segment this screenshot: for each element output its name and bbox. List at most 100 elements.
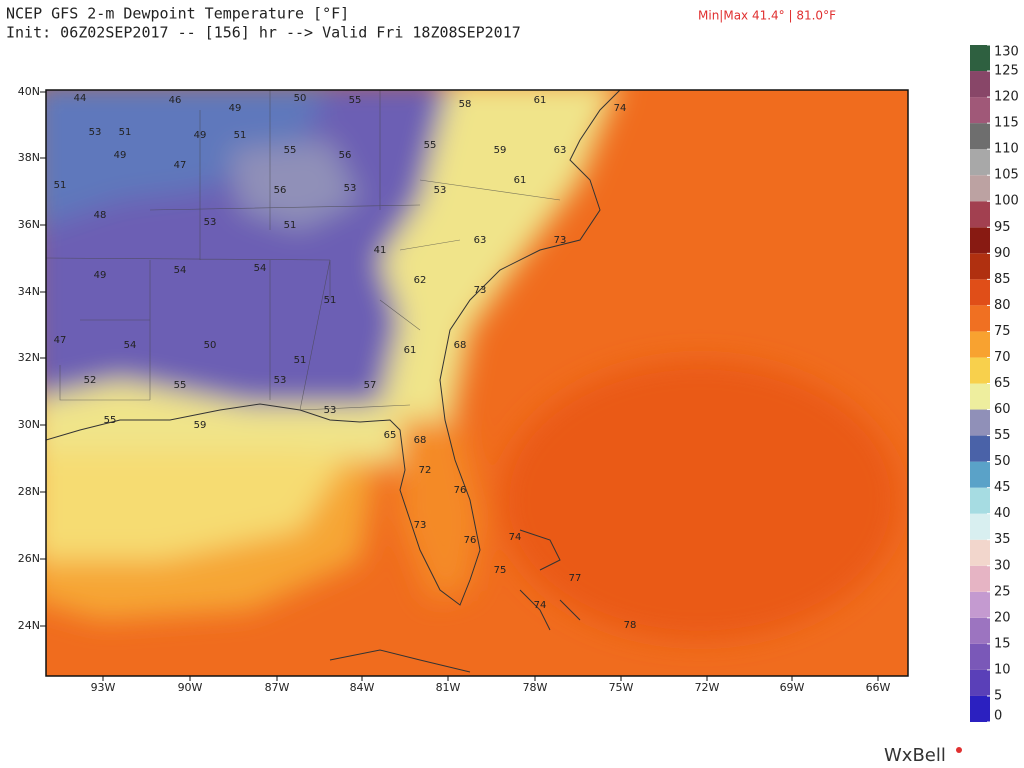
- field: [500, 360, 900, 640]
- colorbar-segment: [970, 539, 990, 566]
- station-value: 53: [274, 375, 287, 386]
- station-value: 51: [294, 355, 307, 366]
- coastline: [46, 90, 621, 673]
- colorbar-label: 105: [994, 168, 1019, 183]
- colorbar-label: 15: [994, 636, 1011, 651]
- station-value: 56: [339, 150, 352, 161]
- station-value: 55: [174, 380, 187, 391]
- colorbar-segment: [970, 123, 990, 150]
- station-value: 68: [414, 435, 427, 446]
- colorbar-segment: [970, 617, 990, 644]
- colorbar-label: 125: [994, 64, 1019, 79]
- colorbar-label: 75: [994, 324, 1011, 339]
- colorbar-label: 10: [994, 662, 1011, 677]
- station-value: 46: [169, 95, 182, 106]
- colorbar-segment: [970, 695, 990, 722]
- lon-label: 66W: [866, 681, 891, 694]
- lon-label: 75W: [609, 681, 634, 694]
- coast: [46, 90, 621, 606]
- station-value: 63: [474, 235, 487, 246]
- field: [46, 420, 350, 560]
- station-value: 61: [534, 95, 547, 106]
- station-value: 61: [404, 345, 417, 356]
- lon-label: 93W: [91, 681, 116, 694]
- colorbar-segment: [970, 175, 990, 202]
- station-value: 49: [94, 270, 107, 281]
- field-layers: [46, 90, 900, 640]
- colorbar-segment: [970, 643, 990, 670]
- lat-label: 36N: [18, 218, 40, 231]
- colorbar-label: 40: [994, 506, 1011, 521]
- station-value: 53: [89, 127, 102, 138]
- colorbar-segment: [970, 591, 990, 618]
- colorbar-segment: [970, 565, 990, 592]
- station-value: 54: [124, 340, 137, 351]
- colorbar-label: 95: [994, 220, 1011, 235]
- station-value: 58: [459, 99, 472, 110]
- colorbar-label: 25: [994, 584, 1011, 599]
- colorbar-label: 35: [994, 532, 1011, 547]
- colorbar-segment: [970, 669, 990, 696]
- station-value: 75: [494, 565, 507, 576]
- station-value: 48: [94, 210, 107, 221]
- station-value: 51: [324, 295, 337, 306]
- colorbar-label: 55: [994, 428, 1011, 443]
- title: NCEP GFS 2-m Dewpoint Temperature [°F]: [6, 5, 349, 23]
- colorbar-segment: [970, 461, 990, 488]
- station-value: 51: [284, 220, 297, 231]
- colorbar-label: 60: [994, 402, 1011, 417]
- state-lines: [46, 90, 561, 411]
- station-value: 41: [374, 245, 387, 256]
- colorbar-segment: [970, 331, 990, 358]
- lat-label: 24N: [18, 619, 40, 632]
- station-value: 50: [204, 340, 217, 351]
- station-value: 63: [554, 145, 567, 156]
- colorbar-segment: [970, 201, 990, 228]
- lat-label: 28N: [18, 485, 40, 498]
- lon-label: 81W: [436, 681, 461, 694]
- lon-label: 69W: [780, 681, 805, 694]
- colorbar-label: 115: [994, 116, 1019, 131]
- station-value: 68: [454, 340, 467, 351]
- station-value: 49: [114, 150, 127, 161]
- lat-label: 26N: [18, 552, 40, 565]
- station-value: 77: [569, 573, 582, 584]
- lon-label: 87W: [265, 681, 290, 694]
- station-value: 49: [229, 103, 242, 114]
- station-value: 56: [274, 185, 287, 196]
- lat-label: 30N: [18, 418, 40, 431]
- subtitle: Init: 06Z02SEP2017 -- [156] hr --> Valid…: [6, 24, 521, 42]
- station-value: 76: [464, 535, 477, 546]
- map-field: [46, 90, 908, 676]
- colorbar-segment: [970, 357, 990, 384]
- station-value: 55: [349, 95, 362, 106]
- colorbar-label: 30: [994, 558, 1011, 573]
- logo: WxBell: [884, 745, 946, 766]
- station-value: 54: [254, 263, 267, 274]
- station-value: 73: [474, 285, 487, 296]
- colorbar-segment: [970, 149, 990, 176]
- station-value: 57: [364, 380, 377, 391]
- field: [230, 140, 360, 230]
- colorbar-segment: [970, 71, 990, 98]
- station-value: 55: [284, 145, 297, 156]
- station-value: 53: [324, 405, 337, 416]
- lat-label: 32N: [18, 351, 40, 364]
- colorbar-label: 110: [994, 142, 1019, 157]
- station-value: 76: [454, 485, 467, 496]
- lat-label: 34N: [18, 285, 40, 298]
- station-value: 74: [534, 600, 547, 611]
- colorbar-label: 80: [994, 298, 1011, 313]
- lon-label: 78W: [523, 681, 548, 694]
- station-value: 51: [54, 180, 67, 191]
- station-value: 62: [414, 275, 427, 286]
- station-value: 73: [554, 235, 567, 246]
- lat-label: 38N: [18, 151, 40, 164]
- colorbar-label: 130: [994, 45, 1019, 60]
- station-value: 74: [509, 532, 522, 543]
- colorbar-label: 20: [994, 610, 1011, 625]
- colorbar-label: 90: [994, 246, 1011, 261]
- state-line: [46, 90, 561, 411]
- station-value: 44: [74, 93, 87, 104]
- colorbar-segment: [970, 409, 990, 436]
